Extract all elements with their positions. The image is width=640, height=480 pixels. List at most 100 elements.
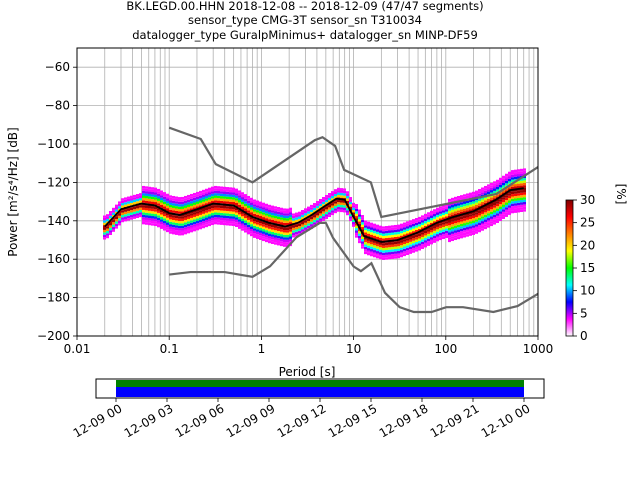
heatmap-cell bbox=[358, 233, 361, 236]
heatmap-cell bbox=[340, 202, 343, 205]
heatmap-cell bbox=[217, 200, 220, 204]
heatmap-cell bbox=[271, 212, 274, 216]
heatmap-cell bbox=[508, 200, 511, 203]
heatmap-cell bbox=[220, 215, 223, 218]
heatmap-cell bbox=[178, 223, 181, 226]
heatmap-cell bbox=[403, 248, 406, 252]
heatmap-cell bbox=[469, 219, 472, 222]
heatmap-cell bbox=[454, 230, 457, 233]
heatmap-cell bbox=[154, 216, 157, 219]
heatmap-cell bbox=[379, 235, 382, 238]
heatmap-cell bbox=[331, 191, 334, 194]
heatmap-cell bbox=[388, 254, 391, 257]
heatmap-cell bbox=[451, 238, 454, 242]
heatmap-cell bbox=[460, 221, 463, 224]
nhnm-curve bbox=[168, 126, 539, 219]
heatmap-cell bbox=[367, 245, 370, 249]
heatmap-cell bbox=[223, 213, 226, 216]
heatmap-cell bbox=[169, 197, 172, 201]
heatmap-cell bbox=[415, 222, 418, 226]
heatmap-cell bbox=[157, 217, 160, 221]
heatmap-cell bbox=[496, 206, 499, 209]
heatmap-cell bbox=[184, 200, 187, 204]
heatmap-cell bbox=[466, 215, 469, 218]
heatmap-cell bbox=[490, 202, 493, 205]
heatmap-cell bbox=[448, 210, 451, 214]
heatmap-cell bbox=[514, 193, 517, 197]
heatmap-cell bbox=[190, 229, 193, 233]
heatmap-cell bbox=[373, 226, 376, 229]
heatmap-cell bbox=[217, 219, 220, 223]
heatmap-cell bbox=[517, 171, 520, 175]
heatmap-cell bbox=[457, 222, 460, 225]
heatmap-cell bbox=[445, 221, 448, 224]
heatmap-cell bbox=[361, 239, 364, 242]
heatmap-cell bbox=[151, 194, 154, 197]
heatmap-cell bbox=[307, 225, 310, 229]
heatmap-cell bbox=[244, 222, 247, 226]
heatmap-cell bbox=[268, 224, 271, 227]
heatmap-cell bbox=[421, 224, 424, 228]
heatmap-cell bbox=[475, 219, 478, 222]
heatmap-cell bbox=[271, 205, 274, 208]
heatmap-cell bbox=[190, 193, 193, 197]
heatmap-cell bbox=[427, 224, 430, 227]
heatmap-cell bbox=[472, 225, 475, 228]
heatmap-cell bbox=[373, 250, 376, 253]
heatmap-cell bbox=[451, 229, 454, 232]
heatmap-cell bbox=[250, 221, 253, 225]
heatmap-cell bbox=[511, 172, 514, 175]
heatmap-cell bbox=[193, 197, 196, 201]
heatmap-cell bbox=[466, 205, 469, 208]
heatmap-cell bbox=[370, 225, 373, 228]
heatmap-cell bbox=[268, 216, 271, 220]
heatmap-cell bbox=[358, 228, 361, 232]
heatmap-cell bbox=[451, 221, 454, 225]
heatmap-cell bbox=[187, 206, 190, 210]
heatmap-cell bbox=[352, 219, 355, 223]
heatmap-cell bbox=[460, 228, 463, 232]
heatmap-cell bbox=[190, 201, 193, 204]
heatmap-cell bbox=[154, 223, 157, 227]
heatmap-cell bbox=[511, 210, 514, 214]
heatmap-cell bbox=[493, 183, 496, 187]
heatmap-cell bbox=[505, 176, 508, 179]
heatmap-cell bbox=[148, 196, 151, 199]
heatmap-cell bbox=[472, 213, 475, 216]
heatmap-cell bbox=[202, 201, 205, 205]
heatmap-cell bbox=[496, 184, 499, 187]
heatmap-cell bbox=[208, 206, 211, 210]
heatmap-cell bbox=[205, 188, 208, 192]
heatmap-cell bbox=[145, 195, 148, 199]
heatmap-cell bbox=[337, 204, 340, 207]
heatmap-cell bbox=[253, 233, 256, 236]
heatmap-cell bbox=[109, 230, 112, 233]
heatmap-cell bbox=[517, 195, 520, 199]
heatmap-cell bbox=[325, 202, 328, 205]
heatmap-cell bbox=[274, 227, 277, 231]
heatmap-cell bbox=[340, 209, 343, 213]
heatmap-cell bbox=[271, 231, 274, 235]
heatmap-cell bbox=[466, 229, 469, 232]
heatmap-cell bbox=[343, 195, 346, 199]
heatmap-cell bbox=[196, 206, 199, 209]
heatmap-cell bbox=[187, 209, 190, 212]
heatmap-cell bbox=[385, 257, 388, 260]
heatmap-cell bbox=[241, 192, 244, 195]
heatmap-cell bbox=[220, 208, 223, 211]
heatmap-cell bbox=[358, 223, 361, 227]
heatmap-cell bbox=[376, 227, 379, 230]
heatmap-cell bbox=[190, 222, 193, 226]
heatmap-cell bbox=[379, 244, 382, 248]
heatmap-cell bbox=[130, 207, 133, 211]
heatmap-cell bbox=[127, 213, 130, 216]
heatmap-cell bbox=[193, 219, 196, 222]
heatmap-cell bbox=[151, 211, 154, 214]
heatmap-cell bbox=[292, 213, 295, 216]
heatmap-cell bbox=[472, 215, 475, 219]
heatmap-cell bbox=[481, 199, 484, 202]
heatmap-cell bbox=[364, 249, 367, 252]
heatmap-cell bbox=[484, 190, 487, 194]
heatmap-cell bbox=[340, 188, 343, 191]
